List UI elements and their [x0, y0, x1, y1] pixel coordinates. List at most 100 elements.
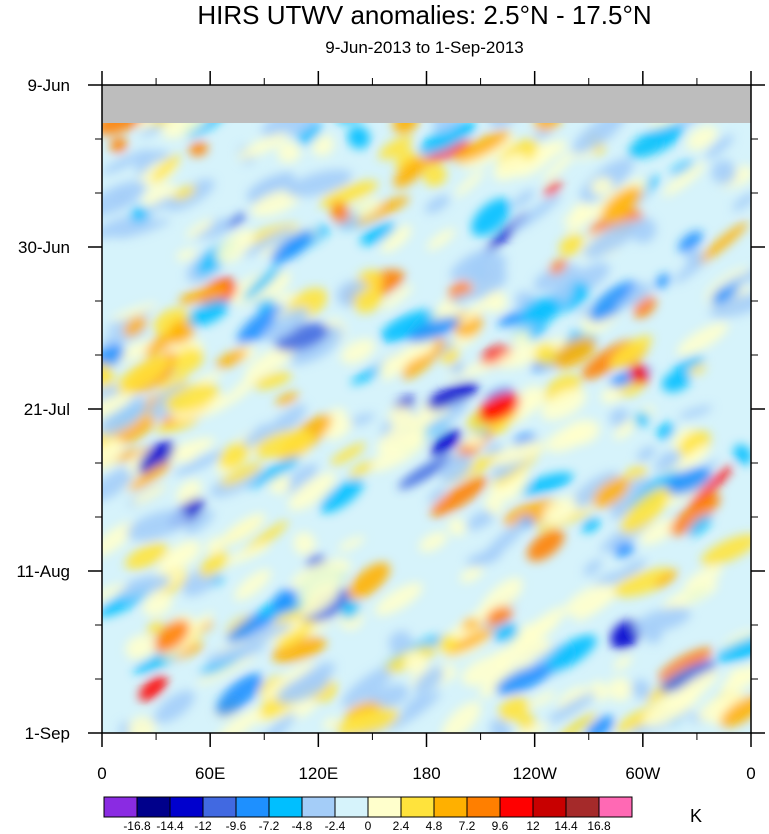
field-blob [299, 585, 339, 617]
field-blob [600, 386, 623, 404]
field-blob [176, 249, 198, 261]
field-blob [471, 198, 512, 237]
field-blob [676, 322, 729, 356]
field-blob [563, 419, 600, 446]
field-blob [264, 307, 309, 342]
field-blob [286, 169, 353, 198]
y-tick-label: 30-Jun [18, 238, 70, 257]
colorbar-swatch [202, 796, 237, 818]
colorbar-swatch [334, 796, 369, 818]
field-blob [607, 477, 654, 512]
field-blob [187, 299, 230, 327]
field-blob [259, 712, 296, 733]
field-blob [684, 565, 723, 591]
field-blob [543, 180, 562, 197]
field-blob [388, 630, 413, 654]
field-blob [583, 559, 603, 576]
field-blob [464, 433, 485, 448]
colorbar-swatch [169, 796, 204, 818]
x-tick-label: 120E [298, 764, 338, 783]
field-blob [716, 633, 751, 663]
y-tick-label: 21-Jul [24, 400, 70, 419]
field-blob [613, 419, 637, 440]
field-blob [341, 665, 396, 707]
field-blob [633, 412, 650, 428]
field-blob [678, 231, 703, 253]
field-blob [512, 189, 535, 209]
colorbar: -16.8 -14.4 -12 -9.6 -7.2 -4.8 -2.4 0 2.4 4.8 7.2 9… [103, 796, 633, 833]
field-blob [614, 542, 635, 558]
field-blob [607, 677, 632, 702]
field-blob [374, 582, 423, 616]
field-blob [336, 707, 399, 733]
colorbar-level-label: -14.4 [156, 819, 184, 833]
field-blob [430, 429, 463, 456]
field-blob [585, 715, 615, 733]
field-blob [254, 298, 275, 311]
field-blob [711, 159, 737, 185]
field-blob [534, 343, 557, 366]
field-blob [102, 180, 147, 217]
field-blob [478, 392, 520, 423]
field-blob [659, 660, 716, 693]
field-blob [404, 650, 428, 675]
colorbar-level-label: -2.4 [325, 819, 346, 833]
field-blob [426, 400, 469, 429]
field-blob [378, 136, 413, 160]
field-blob [654, 570, 678, 588]
field-blob [590, 680, 608, 702]
colorbar-swatch [136, 796, 171, 818]
field-blob [687, 514, 712, 537]
field-blob [629, 363, 649, 387]
field-blob [275, 392, 299, 406]
field-blob [460, 290, 499, 325]
field-blob [450, 292, 472, 305]
field-blob [110, 137, 128, 153]
field-blob [511, 193, 562, 233]
field-blob [618, 382, 644, 397]
field-blob [242, 227, 294, 257]
field-blob [558, 712, 597, 733]
field-blob [520, 385, 546, 409]
field-blob [670, 160, 695, 176]
y-tick-label: 9-Jun [27, 76, 70, 95]
field-blob [709, 292, 751, 318]
x-tick-label: 120W [512, 764, 556, 783]
field-blob [701, 534, 751, 566]
field-blob [157, 437, 215, 465]
field-blob [102, 344, 125, 369]
field-blob [276, 619, 316, 650]
field-blob [219, 442, 249, 470]
field-blob [173, 185, 197, 201]
field-blob [189, 141, 208, 157]
field-blob [242, 622, 293, 647]
field-blob [215, 348, 248, 369]
field-blob [312, 134, 335, 157]
field-blob [704, 134, 734, 160]
field-blob [291, 559, 351, 591]
field-blob [541, 388, 587, 421]
colorbar-level-label: 2.4 [393, 819, 410, 833]
field-blob [227, 212, 247, 228]
field-blob [340, 600, 360, 619]
field-blob [102, 583, 127, 607]
field-blob [353, 287, 383, 314]
field-blob [644, 627, 663, 644]
field-blob [237, 132, 289, 160]
field-blob [697, 221, 749, 264]
x-tick-label: 180 [412, 764, 440, 783]
field-blob [533, 263, 580, 292]
field-blob [583, 220, 639, 259]
field-blob [571, 202, 591, 223]
field-blob [244, 342, 298, 380]
field-blob [328, 418, 353, 441]
field-blob [243, 264, 283, 301]
field-blob [174, 449, 227, 477]
field-blob [664, 467, 712, 496]
field-blob [216, 673, 263, 716]
field-blob [493, 153, 528, 181]
colorbar-level-label: -7.2 [259, 819, 280, 833]
colorbar-level-label: 0 [365, 819, 372, 833]
field-blob [276, 673, 330, 704]
